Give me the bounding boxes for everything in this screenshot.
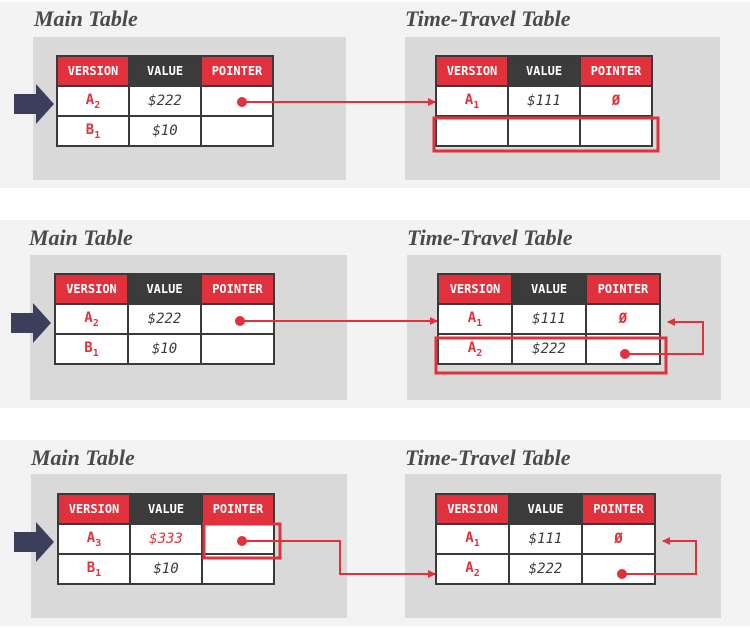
pointer-arrow	[625, 318, 704, 355]
time-travel-table-title: Time-Travel Table	[407, 225, 573, 250]
version-cell: A1	[435, 523, 510, 555]
current-row-arrow-icon	[14, 84, 54, 124]
table-row: B1 $10	[54, 333, 275, 365]
table-row: B1 $10	[56, 115, 274, 147]
value-header: VALUE	[508, 493, 583, 525]
version-cell: B1	[57, 553, 131, 585]
table-row	[435, 115, 653, 147]
pointer-cell	[200, 333, 275, 365]
new-row-highlight	[434, 336, 668, 375]
table-row: A3 $333	[57, 523, 275, 555]
pointer-cell	[579, 115, 653, 147]
pointer-arrow	[622, 537, 697, 575]
value-cell: $10	[128, 115, 202, 147]
pointer-header: POINTER	[201, 493, 275, 525]
version-cell: A2	[56, 85, 130, 117]
table-row: A2 $222	[54, 303, 275, 335]
version-header: VERSION	[57, 493, 131, 525]
pointer-header: POINTER	[200, 55, 274, 87]
version-header: VERSION	[435, 493, 510, 525]
table-row: A2 $222	[435, 553, 656, 585]
value-header: VALUE	[127, 273, 202, 305]
time-travel-table-title: Time-Travel Table	[405, 6, 571, 31]
version-cell: A2	[54, 303, 129, 335]
time-travel-table: VERSION VALUE POINTER A1 $111 Ø A2 $222	[435, 493, 656, 585]
value-header: VALUE	[128, 55, 202, 87]
main-table: VERSION VALUE POINTER A3 $333 B1 $10	[57, 493, 275, 585]
time-travel-table: VERSION VALUE POINTER A1 $111 Ø	[435, 55, 653, 147]
pointer-arrow	[242, 540, 436, 578]
version-cell: A1	[437, 303, 513, 335]
value-cell: $222	[508, 553, 583, 585]
version-header: VERSION	[56, 55, 130, 87]
new-row-highlight	[432, 116, 660, 153]
main-table-title: Main Table	[29, 225, 133, 250]
pointer-cell: Ø	[581, 523, 656, 555]
main-table-title: Main Table	[34, 6, 138, 31]
main-table-title: Main Table	[31, 445, 135, 470]
version-cell: A3	[57, 523, 131, 555]
main-table: VERSION VALUE POINTER A2 $222 B1 $10	[56, 55, 274, 147]
value-cell: $111	[511, 303, 587, 335]
pointer-cell: Ø	[579, 85, 653, 117]
value-cell: $222	[127, 303, 202, 335]
value-header: VALUE	[511, 273, 587, 305]
pointer-cell	[200, 115, 274, 147]
time-travel-table-title: Time-Travel Table	[405, 445, 571, 470]
version-cell: B1	[54, 333, 129, 365]
version-cell: A2	[435, 553, 510, 585]
value-cell: $10	[129, 553, 203, 585]
version-cell: B1	[56, 115, 130, 147]
version-header: VERSION	[437, 273, 513, 305]
table-row: A1 $111 Ø	[435, 523, 656, 555]
pointer-header: POINTER	[200, 273, 275, 305]
table-row: A1 $111 Ø	[435, 85, 653, 117]
version-header: VERSION	[54, 273, 129, 305]
value-header: VALUE	[507, 55, 581, 87]
pointer-header: POINTER	[581, 493, 656, 525]
value-cell: $333	[129, 523, 203, 555]
value-cell: $111	[508, 523, 583, 555]
current-row-arrow-icon	[14, 522, 54, 562]
value-header: VALUE	[129, 493, 203, 525]
current-row-arrow-icon	[11, 303, 51, 343]
pointer-header: POINTER	[585, 273, 661, 305]
version-header: VERSION	[435, 55, 509, 87]
table-row: A1 $111 Ø	[437, 303, 661, 335]
value-cell: $222	[128, 85, 202, 117]
pointer-header: POINTER	[579, 55, 653, 87]
time-travel-table: VERSION VALUE POINTER A1 $111 Ø A2 $222	[437, 273, 661, 365]
value-cell: $111	[507, 85, 581, 117]
value-cell: $10	[127, 333, 202, 365]
pointer-cell: Ø	[585, 303, 661, 335]
pointer-cell	[581, 553, 656, 585]
version-cell: A1	[435, 85, 509, 117]
